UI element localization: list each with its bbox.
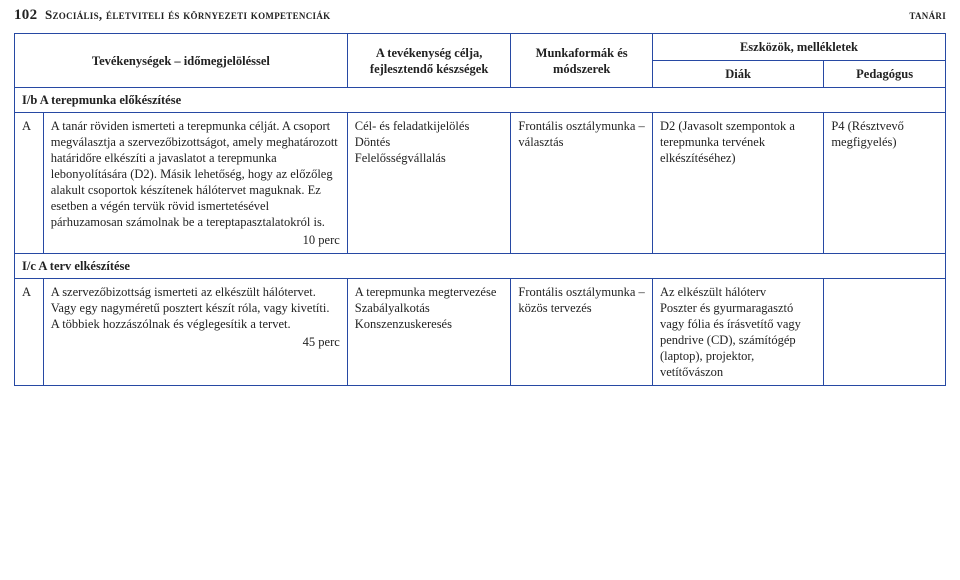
section-row: I/b A terepmunka előkészítése [15,88,946,113]
th-activities: Tevékenységek – időmegjelöléssel [15,34,348,88]
row-diak: D2 (Javasolt szempontok a terepmunka ter… [652,113,823,254]
activity-text: A szervezőbizottság ismerteti az elkészü… [51,285,330,331]
activity-text: A tanár röviden ismerteti a terepmunka c… [51,119,338,229]
th-diak: Diák [652,61,823,88]
section-title: I/b A terepmunka előkészítése [15,88,946,113]
table-row: A A szervezőbizottság ismerteti az elkés… [15,279,946,386]
lesson-table: Tevékenységek – időmegjelöléssel A tevék… [14,33,946,386]
row-mod: Frontális osztálymunka – közös tervezés [511,279,653,386]
th-ped: Pedagógus [824,61,946,88]
row-goal: A terepmunka megtervezéseSzabályalkotásK… [347,279,511,386]
row-ped: P4 (Résztvevő megfigyelés) [824,113,946,254]
row-activity: A szervezőbizottság ismerteti az elkészü… [43,279,347,386]
row-activity: A tanár röviden ismerteti a terepmunka c… [43,113,347,254]
row-diak: Az elkészült hálótervPoszter és gyurmara… [652,279,823,386]
th-goal: A tevékenység célja, fejlesztendő készsé… [347,34,511,88]
table-row: A A tanár röviden ismerteti a terepmunka… [15,113,946,254]
activity-time: 45 perc [51,332,340,350]
section-row: I/c A terv elkészítése [15,254,946,279]
row-mark: A [15,279,44,386]
header-right-title: tanári [909,7,946,24]
header-left-title: Szociális, életviteli és környezeti komp… [45,7,330,22]
section-title: I/c A terv elkészítése [15,254,946,279]
activity-time: 10 perc [51,230,340,248]
page-number: 102 [14,7,41,23]
th-tools-group: Eszközök, mellékletek [652,34,945,61]
page-header: 102 Szociális, életviteli és környezeti … [0,0,960,29]
th-modes: Munkaformák és módszerek [511,34,653,88]
row-mod: Frontális osztálymunka – választás [511,113,653,254]
row-mark: A [15,113,44,254]
header-left: 102 Szociális, életviteli és környezeti … [14,6,330,25]
row-ped [824,279,946,386]
row-goal: Cél- és feladatkijelölésDöntésFelelősség… [347,113,511,254]
